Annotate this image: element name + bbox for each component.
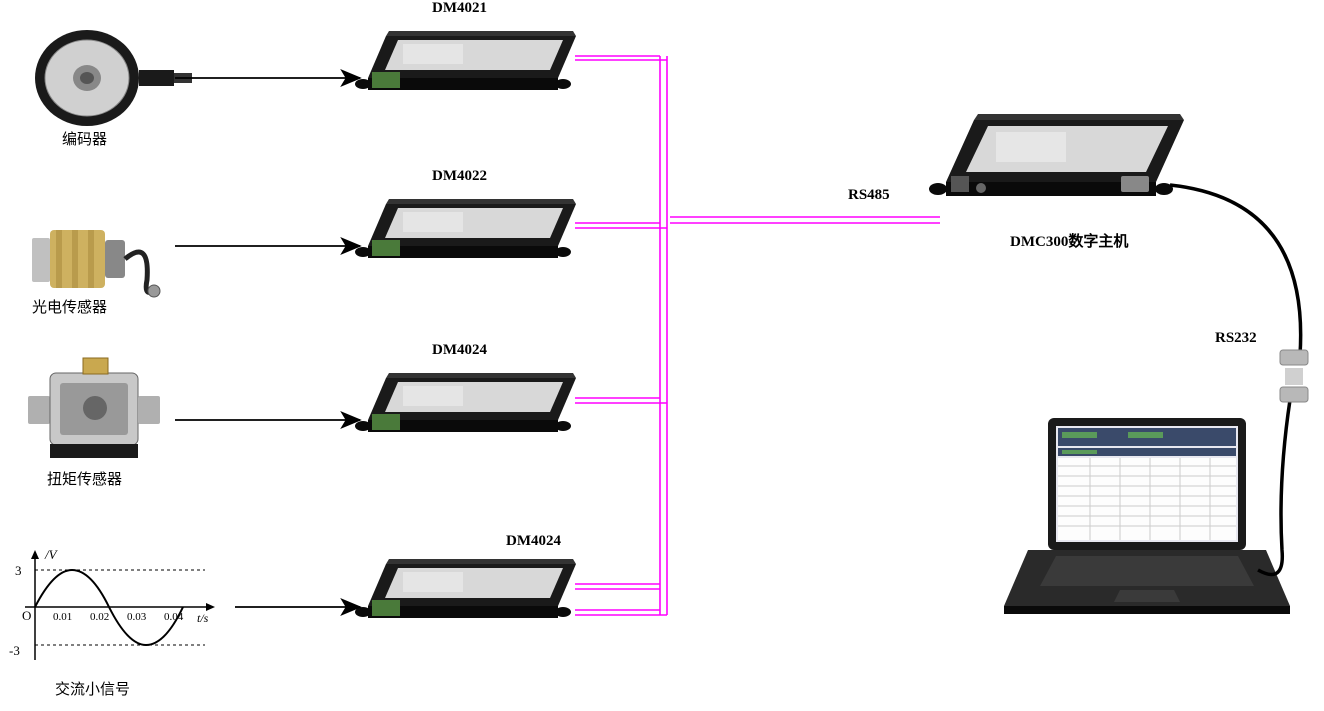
rs485-bus xyxy=(575,56,940,615)
module-dm4022 xyxy=(355,199,576,258)
encoder-icon xyxy=(35,30,192,126)
module-dm4024-b xyxy=(355,559,576,618)
svg-text:0.02: 0.02 xyxy=(90,611,109,623)
sensor-label-torque: 扭矩传感器 xyxy=(47,468,122,489)
svg-text:t/s: t/s xyxy=(197,611,209,625)
system-diagram: /V t/s 3 -3 O 0.01 0.02 0.03 0.04 xyxy=(0,0,1324,711)
serial-label-rs232: RS232 xyxy=(1215,330,1257,347)
sensor-label-photoelectric: 光电传感器 xyxy=(32,296,107,317)
svg-text:3: 3 xyxy=(15,563,22,578)
svg-text:0.03: 0.03 xyxy=(127,611,147,623)
host-label: DMC300数字主机 xyxy=(1010,230,1128,251)
sensor-label-acsignal: 交流小信号 xyxy=(55,678,130,699)
torque-sensor-icon xyxy=(28,358,160,458)
ac-signal-icon: /V t/s 3 -3 O 0.01 0.02 0.03 0.04 xyxy=(9,547,215,660)
svg-text:-3: -3 xyxy=(9,643,20,658)
module-label-3: DM4024 xyxy=(432,342,487,359)
bus-label-rs485: RS485 xyxy=(848,187,890,204)
module-label-2: DM4022 xyxy=(432,168,487,185)
module-dm4024-a xyxy=(355,373,576,432)
host-dmc300 xyxy=(929,114,1184,196)
module-dm4021 xyxy=(355,31,576,90)
module-label-4: DM4024 xyxy=(506,533,561,550)
svg-text:O: O xyxy=(22,608,31,623)
svg-text:0.01: 0.01 xyxy=(53,611,72,623)
sensor-label-encoder: 编码器 xyxy=(62,128,107,149)
photoelectric-sensor-icon xyxy=(32,230,160,297)
svg-text:/V: /V xyxy=(44,547,59,562)
laptop-icon xyxy=(1004,418,1290,614)
module-label-1: DM4021 xyxy=(432,0,487,17)
